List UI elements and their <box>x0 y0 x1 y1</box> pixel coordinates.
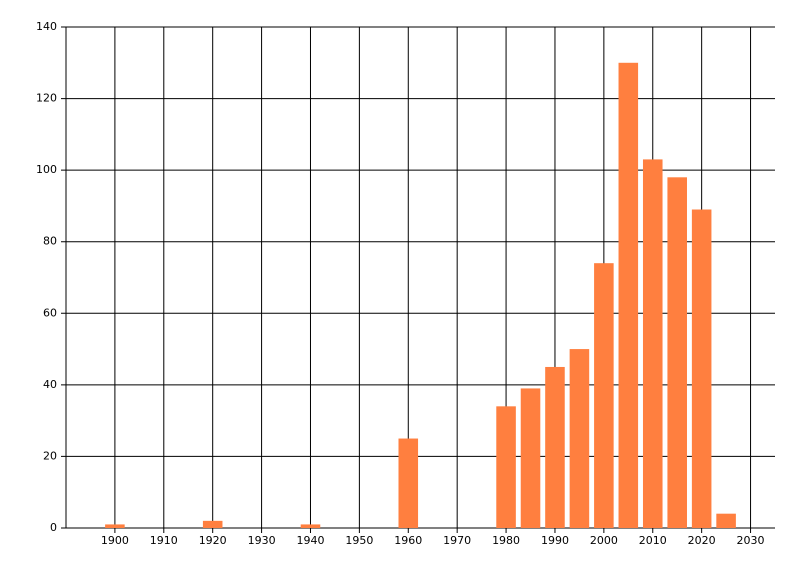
x-tick-label: 1900 <box>101 534 129 547</box>
bar <box>569 349 590 528</box>
x-tick-label: 1990 <box>541 534 569 547</box>
bar <box>667 177 687 529</box>
y-tick-label: 40 <box>43 378 57 391</box>
y-tick-label: 80 <box>43 235 57 248</box>
bar <box>398 438 419 528</box>
y-tick-label: 20 <box>43 449 57 462</box>
bar <box>545 366 565 528</box>
bar <box>300 524 321 528</box>
y-tick-label: 100 <box>36 163 57 176</box>
bar <box>716 513 736 528</box>
x-tick-label: 1970 <box>443 534 471 547</box>
bar <box>202 520 223 528</box>
x-tick-label: 1980 <box>492 534 520 547</box>
bar <box>105 524 125 528</box>
bar <box>642 159 663 528</box>
x-tick-label: 1910 <box>150 534 178 547</box>
x-tick-label: 2030 <box>737 534 765 547</box>
bar <box>594 263 614 528</box>
x-tick-label: 2000 <box>590 534 618 547</box>
y-tick-label: 0 <box>50 521 57 534</box>
y-tick-label: 60 <box>43 306 57 319</box>
bar <box>618 62 639 529</box>
bar <box>520 388 541 528</box>
x-tick-label: 1950 <box>345 534 373 547</box>
x-tick-label: 2020 <box>688 534 716 547</box>
y-tick-label: 140 <box>36 20 57 33</box>
x-tick-label: 1920 <box>199 534 227 547</box>
x-tick-label: 1960 <box>394 534 422 547</box>
bar <box>691 209 712 528</box>
x-tick-label: 1940 <box>296 534 324 547</box>
y-tick-label: 120 <box>36 92 57 105</box>
x-tick-label: 1930 <box>248 534 276 547</box>
bar <box>496 406 516 528</box>
x-tick-label: 2010 <box>639 534 667 547</box>
